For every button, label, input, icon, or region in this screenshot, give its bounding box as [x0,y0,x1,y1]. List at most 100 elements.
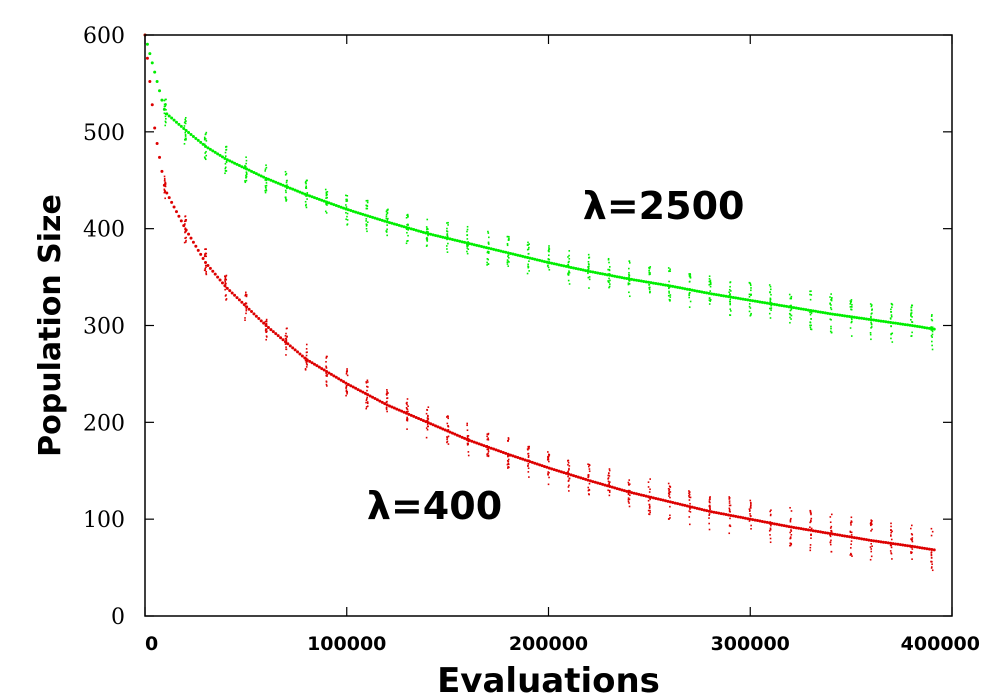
sample-point [245,156,247,159]
sample-point [447,443,450,445]
sample-point [486,435,488,438]
sample-point [446,248,448,250]
sample-point [466,437,469,439]
sample-point [870,316,872,319]
sample-point [647,499,650,502]
trend-point [743,516,747,520]
sample-point [386,228,388,231]
trend-point [460,435,464,439]
trend-point [632,491,636,495]
sample-point [628,260,631,262]
x-tick-label: 100000 [307,633,386,655]
sample-point [790,304,792,307]
sample-point [547,474,549,476]
sample-point [305,185,308,188]
sample-point [183,241,186,244]
trend-point [501,250,505,254]
trend-point [196,248,200,252]
sample-point [425,245,428,247]
sample-point [345,394,347,397]
trend-point [441,427,445,431]
sample-point [204,264,207,267]
sample-point [608,469,611,472]
sample-point [548,258,551,261]
sample-point [264,186,267,189]
sample-point [244,180,246,182]
trend-point [397,408,401,412]
sample-point [325,374,328,377]
trend-point [380,218,384,222]
sample-point [870,313,873,315]
sample-point [849,547,852,549]
sample-point [790,307,793,310]
sample-point [688,505,690,508]
sample-point [931,330,934,333]
sample-point [345,386,347,389]
sample-point [810,328,813,331]
trend-point [170,200,174,204]
trend-point [194,244,198,248]
sample-point [769,541,772,544]
sample-point [769,300,772,303]
sample-point [527,252,530,255]
trend-point [661,283,665,287]
trend-point [228,289,232,293]
sample-point [244,168,247,170]
trend-point [480,443,484,447]
trend-point [664,499,668,503]
sample-point [910,552,912,555]
sample-point [245,162,247,165]
sample-point [486,433,489,435]
trend-point [915,324,919,328]
trend-point [719,293,723,297]
trend-point [480,244,484,248]
sample-point [647,481,650,483]
sample-point [366,379,369,382]
trend-point [598,482,602,486]
sample-point [628,262,631,264]
sample-point [750,312,752,315]
sample-point [507,255,509,258]
sample-point [567,263,570,266]
trend-point [605,273,609,277]
trend-point [150,103,154,107]
sample-point [406,398,409,400]
sample-point [627,282,630,285]
trend-point [753,299,757,303]
sample-point [568,266,571,269]
trend-point [237,164,241,168]
trend-point [162,107,166,111]
trend-point [334,375,338,379]
sample-point [467,443,469,445]
sample-point [224,276,227,279]
sample-point [325,194,328,197]
trend-point [780,523,784,527]
sample-point [466,225,469,228]
trend-point [620,488,624,492]
sample-point [326,202,329,205]
trend-point [155,79,159,83]
sample-point [770,307,773,309]
trend-point [886,320,890,324]
sample-point [809,549,812,552]
sample-point [345,389,348,391]
trend-point [811,529,815,533]
trend-point [639,279,643,283]
trend-point [857,536,861,540]
sample-point [385,210,388,213]
sample-point [467,438,470,441]
sample-point [366,205,369,207]
sample-point [245,295,248,298]
trend-point [676,285,680,289]
sample-point [708,297,711,299]
sample-point [628,505,631,508]
sample-point [163,179,166,182]
sample-point [466,429,469,432]
sample-point [689,502,691,505]
sample-point [567,470,569,473]
sample-point [245,302,247,305]
sample-point [688,288,691,290]
sample-point [608,475,611,477]
